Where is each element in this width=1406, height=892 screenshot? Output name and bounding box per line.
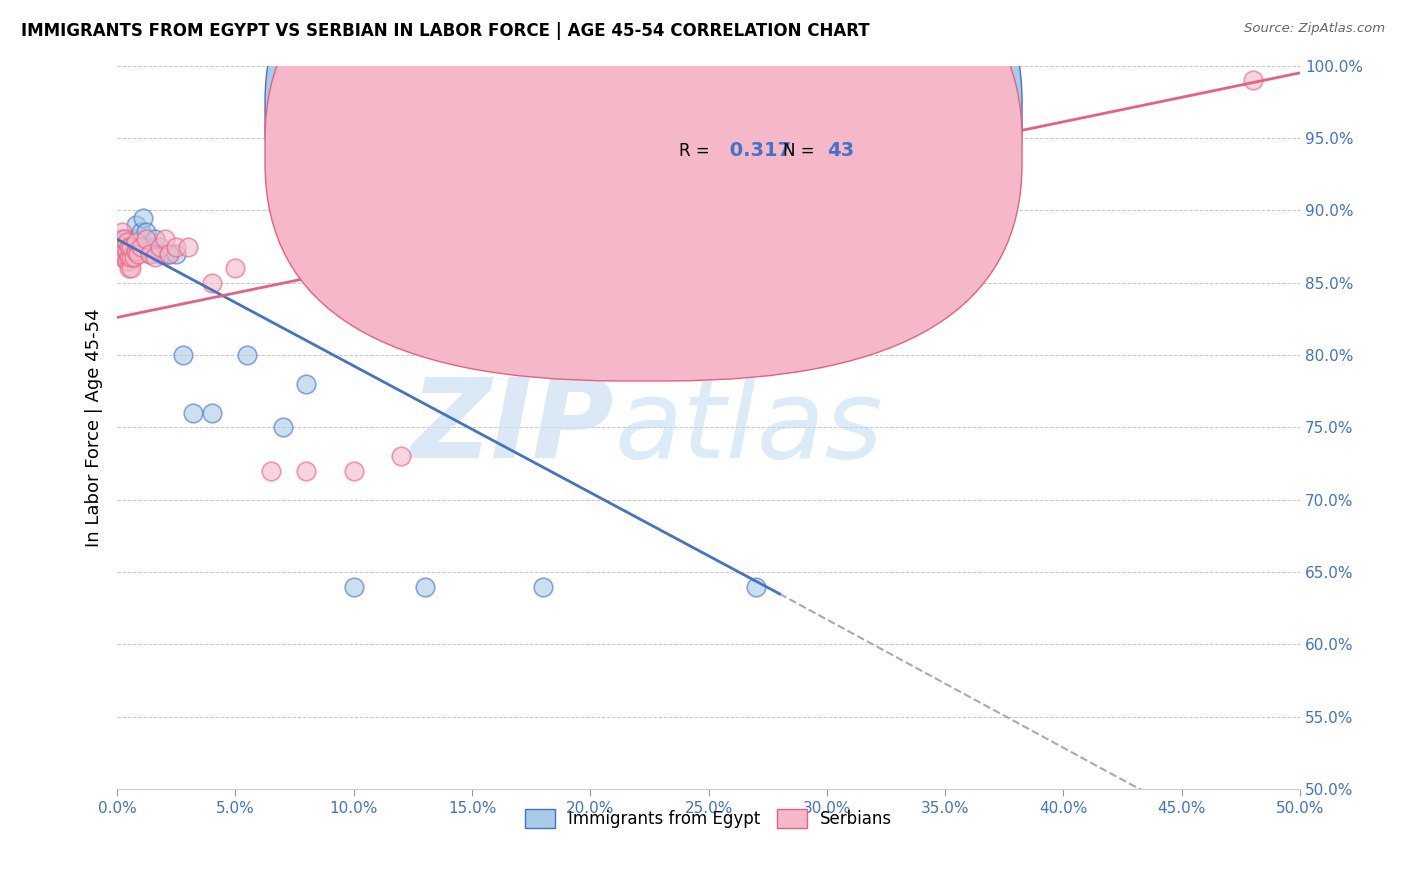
Text: R =: R = — [679, 142, 716, 160]
Point — [108, 239, 131, 253]
Point — [343, 580, 366, 594]
Point — [120, 250, 142, 264]
Point — [108, 232, 131, 246]
Point — [111, 250, 134, 264]
Point — [531, 580, 554, 594]
Point — [118, 261, 141, 276]
Legend: Immigrants from Egypt, Serbians: Immigrants from Egypt, Serbians — [517, 803, 898, 835]
Point — [129, 239, 152, 253]
Text: 38: 38 — [827, 104, 853, 124]
Point — [135, 225, 157, 239]
Y-axis label: In Labor Force | Age 45-54: In Labor Force | Age 45-54 — [86, 308, 103, 547]
Point — [135, 232, 157, 246]
FancyBboxPatch shape — [266, 0, 1022, 344]
Point — [1241, 73, 1264, 87]
Point — [153, 232, 176, 246]
Point — [118, 250, 141, 264]
Point — [112, 239, 135, 253]
Text: atlas: atlas — [614, 374, 883, 481]
Point — [122, 250, 145, 264]
Point — [143, 250, 166, 264]
Point — [118, 239, 141, 253]
Text: ZIP: ZIP — [411, 374, 614, 481]
Text: R =: R = — [679, 105, 716, 123]
Point — [472, 261, 495, 276]
Point — [201, 276, 224, 290]
Point — [111, 246, 134, 260]
Point — [125, 235, 148, 249]
Point — [531, 254, 554, 268]
Point — [260, 464, 283, 478]
Text: -0.474: -0.474 — [723, 104, 793, 124]
Point — [295, 376, 318, 391]
Point — [172, 348, 194, 362]
Point — [115, 254, 138, 268]
Point — [142, 239, 165, 253]
Point — [115, 244, 138, 258]
Point — [118, 246, 141, 260]
Point — [236, 348, 259, 362]
Point — [115, 244, 138, 258]
Point — [112, 239, 135, 253]
Point — [181, 406, 204, 420]
Point — [139, 246, 162, 260]
Point — [157, 246, 180, 260]
Point — [115, 235, 138, 249]
Text: IMMIGRANTS FROM EGYPT VS SERBIAN IN LABOR FORCE | AGE 45-54 CORRELATION CHART: IMMIGRANTS FROM EGYPT VS SERBIAN IN LABO… — [21, 22, 870, 40]
Point — [115, 235, 138, 249]
Point — [139, 246, 162, 260]
Point — [111, 225, 134, 239]
Point — [120, 239, 142, 253]
Point — [389, 450, 412, 464]
Point — [271, 420, 294, 434]
Point — [132, 211, 155, 225]
Point — [157, 246, 180, 260]
Point — [745, 580, 768, 594]
Point — [165, 239, 187, 253]
Text: 43: 43 — [827, 141, 853, 161]
Point — [127, 246, 149, 260]
Point — [118, 254, 141, 268]
Point — [112, 246, 135, 260]
Point — [177, 239, 200, 253]
Text: N =: N = — [783, 105, 820, 123]
Point — [122, 239, 145, 253]
Point — [413, 580, 436, 594]
Point — [224, 261, 246, 276]
Point — [165, 246, 187, 260]
Point — [108, 246, 131, 260]
Point — [125, 244, 148, 258]
Point — [129, 225, 152, 239]
FancyBboxPatch shape — [602, 87, 904, 178]
Point — [112, 232, 135, 246]
Text: 0.317: 0.317 — [723, 141, 792, 161]
Point — [120, 239, 142, 253]
Text: N =: N = — [783, 142, 820, 160]
Point — [149, 246, 172, 260]
Point — [343, 464, 366, 478]
Point — [115, 246, 138, 260]
Text: Source: ZipAtlas.com: Source: ZipAtlas.com — [1244, 22, 1385, 36]
FancyBboxPatch shape — [266, 0, 1022, 381]
Point — [125, 232, 148, 246]
Point — [108, 246, 131, 260]
Point — [295, 464, 318, 478]
Point — [201, 406, 224, 420]
Point — [120, 261, 142, 276]
Point — [111, 239, 134, 253]
Point — [603, 246, 626, 260]
Point — [120, 250, 142, 264]
Point — [153, 246, 176, 260]
Point — [118, 232, 141, 246]
Point — [112, 232, 135, 246]
Point — [721, 246, 744, 260]
Point — [108, 239, 131, 253]
Point — [112, 246, 135, 260]
Point — [143, 232, 166, 246]
Point — [125, 218, 148, 232]
Point — [111, 232, 134, 246]
Point — [111, 239, 134, 253]
Point — [149, 239, 172, 253]
